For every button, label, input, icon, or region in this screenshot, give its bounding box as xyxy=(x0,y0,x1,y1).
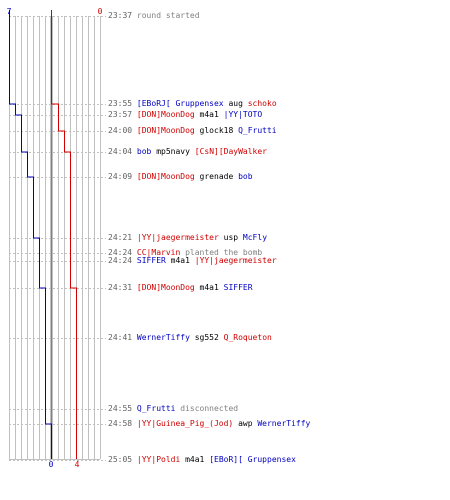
event-row: 25:05 |YY|Poldi m4a1 [EBoR][ Gruppensex xyxy=(108,455,296,464)
weapon-name: usp xyxy=(223,233,239,242)
event-time: 24:24 xyxy=(108,248,133,257)
player-name: Q_Frutti xyxy=(238,126,277,135)
event-row: 24:09 [DON]MoonDog grenade bob xyxy=(108,172,253,181)
event-time: 24:04 xyxy=(108,147,133,156)
player-name: [EBoR][ Gruppensex xyxy=(209,455,296,464)
player-name: WernerTiffy xyxy=(136,333,190,342)
event-row: 24:24 SIFFER m4a1 |YY|jaegermeister xyxy=(108,256,277,265)
weapon-name: aug xyxy=(228,99,243,108)
event-row: 24:00 [DON]MoonDog glock18 Q_Frutti xyxy=(108,126,277,135)
weapon-name: sg552 xyxy=(194,333,219,342)
event-row: 24:31 [DON]MoonDog m4a1 SIFFER xyxy=(108,283,253,292)
player-name: schoko xyxy=(247,99,277,108)
event-row: 24:21 |YY|jaegermeister usp McFly xyxy=(108,233,267,242)
event-time: 24:24 xyxy=(108,256,133,265)
weapon-name: grenade xyxy=(199,172,234,181)
player-name: |YY|jaegermeister xyxy=(194,256,277,265)
weapon-name: glock18 xyxy=(199,126,234,135)
event-message: disconnected xyxy=(180,404,239,413)
player-name: |YY|Guinea_Pig_(Jod) xyxy=(136,419,234,428)
player-name: Q_Roqueton xyxy=(223,333,272,342)
event-time: 24:55 xyxy=(108,404,133,413)
event-time: 25:05 xyxy=(108,455,133,464)
player-name: |YY|TOTO xyxy=(223,110,263,119)
event-message: round started xyxy=(136,11,200,20)
event-time: 24:00 xyxy=(108,126,133,135)
player-name: WernerTiffy xyxy=(257,419,311,428)
weapon-name: m4a1 xyxy=(185,455,205,464)
player-name: [DON]MoonDog xyxy=(136,126,195,135)
event-row: 24:41 WernerTiffy sg552 Q_Roqueton xyxy=(108,333,272,342)
weapon-name: m4a1 xyxy=(199,110,219,119)
event-time: 24:31 xyxy=(108,283,133,292)
event-time: 24:41 xyxy=(108,333,133,342)
player-name: [DON]MoonDog xyxy=(136,283,195,292)
event-time: 24:58 xyxy=(108,419,133,428)
player-name: [DON]MoonDog xyxy=(136,172,195,181)
event-time: 24:09 xyxy=(108,172,133,181)
event-time: 24:21 xyxy=(108,233,133,242)
event-message: planted the bomb xyxy=(185,248,263,257)
event-row: 24:58 |YY|Guinea_Pig_(Jod) awp WernerTif… xyxy=(108,419,310,428)
weapon-name: m4a1 xyxy=(199,283,219,292)
event-row: 23:37 round started xyxy=(108,11,200,20)
red-team-line xyxy=(51,10,77,459)
weapon-name: mp5navy xyxy=(156,147,190,156)
weapon-name: awp xyxy=(238,419,253,428)
blue-end-count: 0 xyxy=(49,460,54,469)
player-name: SIFFER xyxy=(223,283,253,292)
event-row: 24:55 Q_Frutti disconnected xyxy=(108,404,238,413)
player-name: McFly xyxy=(242,233,268,242)
player-name: Q_Frutti xyxy=(136,404,176,413)
event-row: 23:55 [EBoRJ[ Gruppensex aug schoko xyxy=(108,99,277,108)
blue-team-line xyxy=(9,10,52,459)
weapon-name: m4a1 xyxy=(170,256,190,265)
player-name: |YY|Poldi xyxy=(136,455,181,464)
red-end-count: 4 xyxy=(75,460,80,469)
player-name: bob xyxy=(238,172,253,181)
player-name: |YY|jaegermeister xyxy=(136,233,219,242)
event-time: 23:37 xyxy=(108,11,133,20)
event-time: 23:55 xyxy=(108,99,133,108)
event-row: 24:24 CC|Marvin planted the bomb xyxy=(108,248,262,257)
red-start-count: 0 xyxy=(98,7,103,16)
event-row: 23:57 [DON]MoonDog m4a1 |YY|TOTO xyxy=(108,110,262,119)
player-name: bob xyxy=(136,147,152,156)
event-row: 24:04 bob mp5navy [CsN][DayWalker xyxy=(108,147,267,156)
player-name: [CsN][DayWalker xyxy=(194,147,267,156)
player-name: [EBoRJ[ Gruppensex xyxy=(136,99,224,108)
player-name: CC|Marvin xyxy=(136,248,181,257)
player-name: [DON]MoonDog xyxy=(136,110,195,119)
player-name: SIFFER xyxy=(136,256,166,265)
event-time: 23:57 xyxy=(108,110,133,119)
